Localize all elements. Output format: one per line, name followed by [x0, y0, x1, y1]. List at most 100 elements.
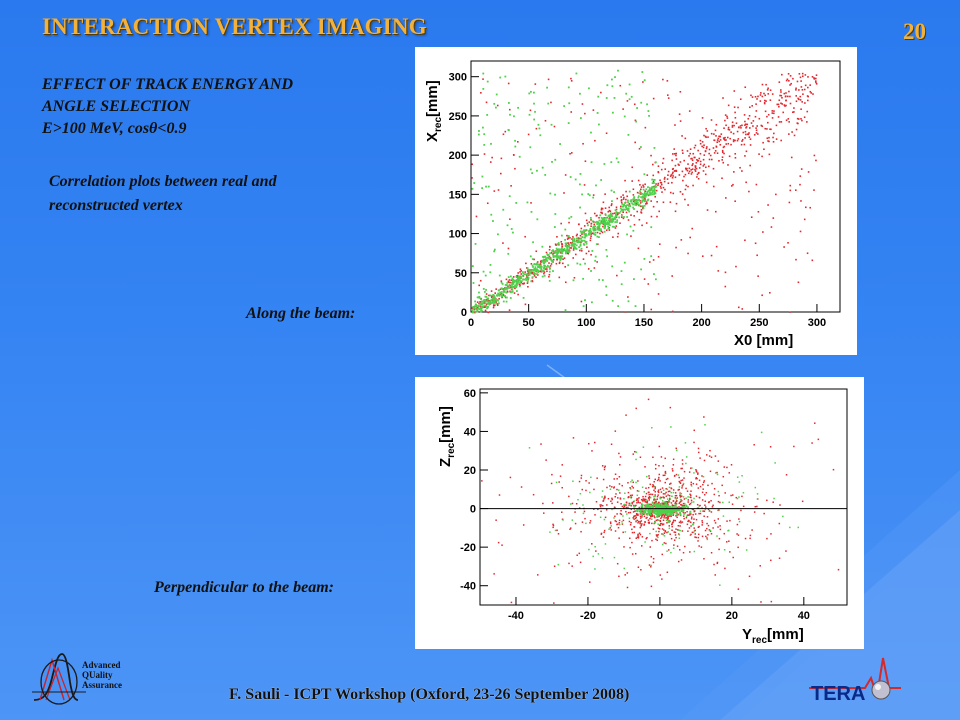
green-point: [561, 247, 563, 249]
green-point: [506, 282, 509, 284]
red-point: [608, 217, 611, 220]
green-point: [580, 232, 583, 234]
red-point: [623, 504, 625, 507]
green-point: [592, 227, 595, 229]
green-point: [502, 290, 505, 293]
red-point: [674, 502, 676, 505]
red-point: [667, 504, 669, 506]
red-point: [650, 565, 652, 568]
red-point: [709, 154, 712, 157]
red-point: [596, 261, 598, 263]
red-point: [632, 517, 634, 519]
red-point: [691, 157, 693, 160]
green-point: [478, 305, 481, 308]
green-point: [736, 476, 739, 478]
red-point: [735, 496, 738, 499]
green-point: [668, 520, 671, 522]
red-point: [697, 526, 700, 529]
scatter-plot-perpendicular-beam: -40 -20 0 20 40 -40 -20 0 20 40 60 Yrec[mm] Zrec[mm]: [415, 377, 864, 649]
red-point: [589, 239, 592, 242]
red-point: [546, 268, 548, 270]
red-point: [640, 186, 643, 188]
red-point: [639, 513, 642, 515]
red-point: [604, 495, 606, 498]
green-point: [471, 311, 474, 313]
green-point: [514, 145, 517, 148]
green-point: [664, 511, 667, 514]
red-point: [656, 479, 659, 482]
red-point: [729, 519, 731, 522]
green-point: [549, 252, 552, 255]
red-point: [615, 520, 618, 523]
red-point: [637, 500, 639, 502]
red-point: [755, 127, 757, 129]
red-point: [572, 249, 575, 251]
red-point: [630, 235, 632, 237]
green-point: [516, 281, 519, 284]
red-point: [653, 498, 655, 501]
green-point: [644, 508, 647, 511]
green-point: [546, 266, 548, 268]
green-point: [541, 166, 544, 169]
red-point: [611, 502, 613, 505]
red-point: [678, 521, 681, 524]
green-point: [628, 190, 631, 193]
red-point: [800, 118, 802, 120]
red-point: [665, 495, 668, 497]
green-point: [554, 250, 557, 252]
red-point: [657, 478, 660, 481]
green-point: [618, 489, 620, 491]
green-point: [528, 447, 531, 449]
red-point: [670, 537, 673, 540]
red-point: [663, 178, 666, 180]
green-point: [502, 208, 505, 211]
green-point: [654, 509, 657, 512]
green-point: [536, 269, 539, 272]
red-point: [800, 108, 802, 111]
green-point: [615, 215, 618, 218]
x-tick-label: 100: [577, 317, 595, 329]
green-point: [476, 296, 479, 299]
green-point: [492, 220, 494, 222]
red-point: [706, 522, 708, 525]
red-point: [786, 78, 789, 81]
red-point: [724, 492, 726, 494]
green-point: [478, 308, 481, 311]
red-point: [654, 463, 657, 466]
green-point: [607, 227, 610, 230]
red-point: [703, 163, 706, 166]
red-point: [586, 246, 588, 249]
green-point: [594, 225, 597, 228]
red-point: [744, 130, 747, 133]
red-point: [663, 532, 666, 535]
red-point: [657, 171, 660, 174]
red-point: [599, 505, 602, 508]
green-point: [508, 287, 511, 289]
green-point: [601, 557, 604, 559]
green-point: [630, 199, 633, 202]
red-point: [623, 196, 625, 199]
red-point: [690, 533, 692, 536]
green-point: [587, 193, 590, 195]
green-point: [604, 543, 607, 545]
x-tick-label: 150: [635, 317, 653, 329]
green-point: [482, 72, 485, 75]
tera-logo-text: TERA: [811, 683, 865, 705]
red-point: [698, 157, 701, 160]
red-point: [491, 295, 493, 298]
red-point: [550, 263, 553, 265]
red-point: [614, 495, 616, 498]
y-tick-label: 0: [461, 307, 467, 319]
red-point: [707, 508, 710, 511]
red-point: [680, 479, 682, 482]
red-point: [705, 136, 707, 139]
green-point: [567, 245, 570, 248]
red-point: [701, 524, 703, 526]
green-point: [582, 243, 585, 245]
red-point: [543, 259, 545, 261]
red-point: [694, 168, 696, 171]
red-point: [803, 218, 806, 221]
red-point: [604, 516, 607, 519]
green-point: [640, 508, 643, 511]
